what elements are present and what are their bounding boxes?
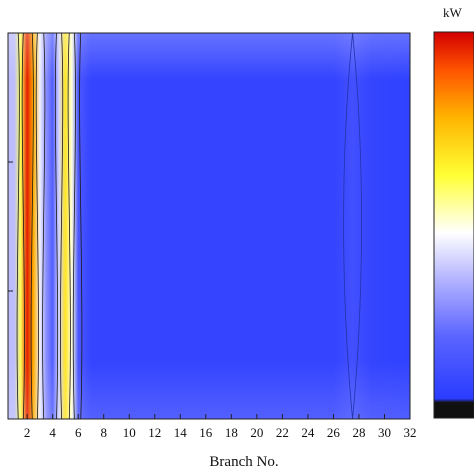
x-tick-label: 18 [225, 425, 238, 440]
contour-line [16, 32, 20, 420]
x-tick-label: 26 [327, 425, 341, 440]
plot-frame [7, 32, 411, 420]
x-axis-title: Branch No. [209, 454, 278, 470]
x-tick-label: 30 [378, 425, 391, 440]
x-tick-label: 20 [250, 425, 263, 440]
x-tick-label: 28 [352, 425, 365, 440]
contour-line [79, 32, 83, 420]
contour-line [21, 32, 25, 420]
x-tick-label: 8 [100, 425, 107, 440]
x-tick-label: 6 [75, 425, 82, 440]
colorbar-scale [433, 31, 474, 419]
plot-area [7, 32, 411, 420]
contour-line [54, 32, 59, 420]
x-tick-label: 12 [148, 425, 161, 440]
contour-line [42, 32, 46, 420]
x-tick-label: 32 [404, 425, 417, 440]
x-tick-label: 4 [49, 425, 56, 440]
x-tick-label: 10 [123, 425, 136, 440]
colorbar: kW [433, 5, 474, 419]
y-axis-ticks [8, 32, 13, 420]
contour-line-lens [343, 32, 362, 420]
contour-line [67, 32, 71, 420]
x-tick-label: 16 [199, 425, 213, 440]
contour-line [72, 32, 76, 420]
x-tick-label: 22 [276, 425, 289, 440]
x-tick-label: 2 [24, 425, 31, 440]
x-axis-ticks: 2 4 6 8 10 12 14 16 18 20 22 24 26 28 30 32 [24, 414, 417, 440]
x-tick-label: 24 [301, 425, 315, 440]
x-tick-label: 14 [174, 425, 188, 440]
contour-lines [16, 32, 362, 420]
contour-line [60, 32, 64, 420]
contour-line [35, 32, 39, 420]
colorbar-unit-label: kW [443, 5, 463, 20]
contour-line [30, 32, 34, 420]
